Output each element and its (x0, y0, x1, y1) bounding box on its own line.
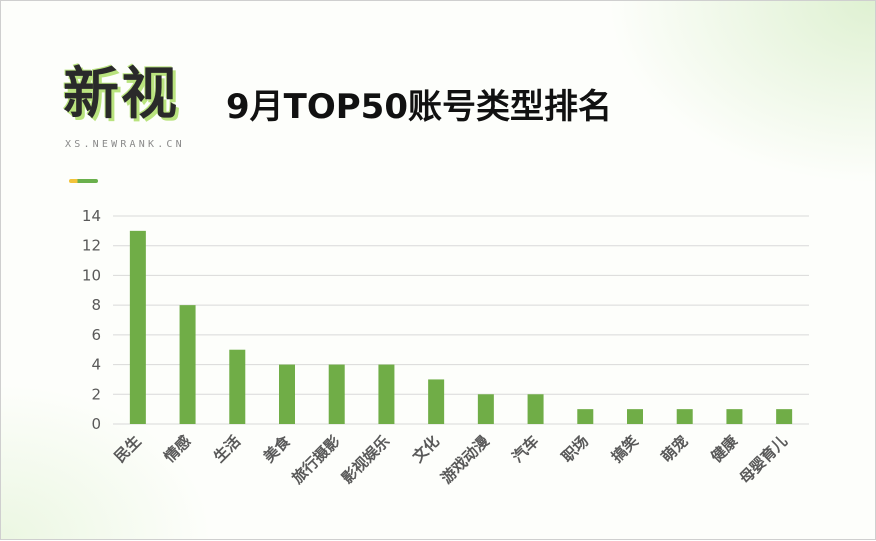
bar (179, 305, 196, 424)
title-accent-divider (69, 179, 98, 183)
chart-title: 9月TOP50账号类型排名 (226, 87, 612, 127)
y-tick-label: 10 (82, 266, 101, 284)
y-tick-label: 6 (91, 326, 101, 344)
x-tick-label: 旅行摄影 (288, 432, 343, 487)
x-tick-label: 民生 (111, 432, 145, 466)
bar (627, 409, 643, 424)
brand-url: XS.NEWRANK.CN (65, 139, 185, 150)
x-tick-label: 影视娱乐 (338, 432, 393, 487)
bar (776, 409, 793, 424)
x-tick-label: 母婴育儿 (736, 432, 791, 487)
bar (129, 230, 146, 424)
bar (477, 394, 494, 424)
y-tick-label: 2 (91, 385, 101, 403)
y-tick-label: 14 (82, 207, 101, 225)
bar (378, 364, 395, 424)
grid-layer (113, 215, 809, 425)
bar (279, 364, 295, 424)
bar (527, 394, 544, 424)
bar (428, 379, 445, 424)
x-tick-label: 美食 (260, 431, 295, 466)
y-tick-label: 12 (82, 237, 101, 255)
x-tick-label: 汽车 (508, 432, 542, 466)
bar (229, 349, 246, 424)
bar (726, 409, 743, 424)
y-axis-ticks: 0 2 4 6 8 10 12 14 (82, 207, 101, 433)
x-tick-label: 搞笑 (608, 432, 642, 466)
brand-logo: 新视 (63, 62, 179, 127)
x-tick-label: 萌宠 (658, 432, 692, 466)
bar (577, 409, 594, 424)
x-tick-label: 职场 (558, 432, 592, 466)
x-tick-label: 生活 (210, 432, 244, 466)
y-tick-label: 4 (91, 356, 101, 374)
bar (328, 364, 345, 424)
x-tick-label: 游戏动漫 (438, 431, 494, 487)
x-tick-label: 健康 (707, 431, 742, 466)
x-tick-label: 文化 (409, 432, 443, 466)
x-tick-label: 情感 (160, 432, 194, 466)
y-tick-label: 0 (91, 415, 101, 433)
bar (676, 409, 693, 424)
y-tick-label: 8 (91, 296, 101, 314)
bars (129, 230, 793, 424)
